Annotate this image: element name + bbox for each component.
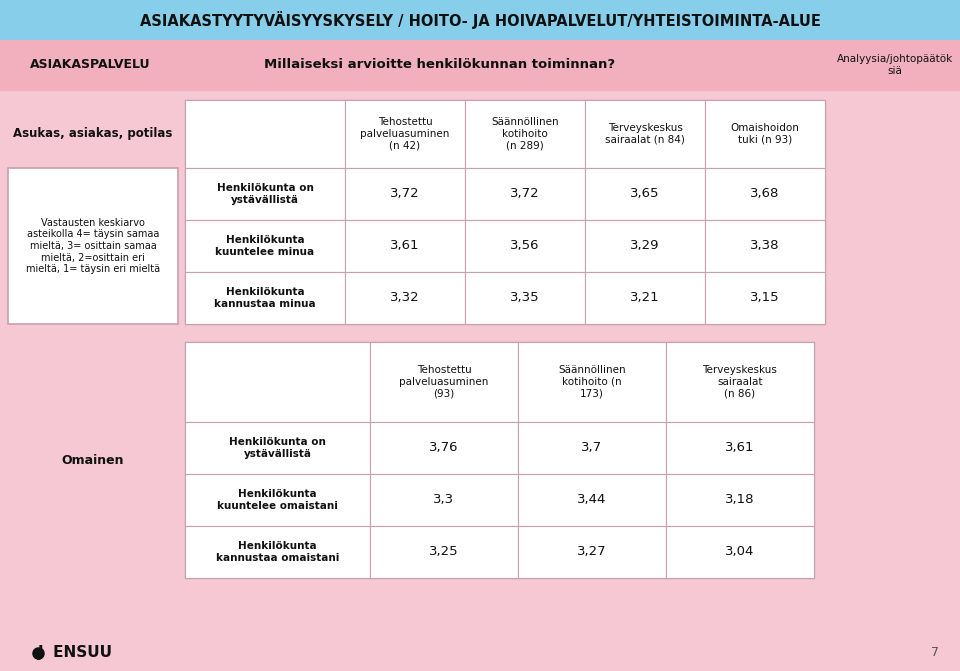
Text: Omainen: Omainen — [61, 454, 124, 466]
FancyBboxPatch shape — [185, 474, 370, 526]
Text: Asukas, asiakas, potilas: Asukas, asiakas, potilas — [12, 127, 172, 140]
FancyBboxPatch shape — [705, 100, 825, 168]
Text: Henkilökunta
kannustaa minua: Henkilökunta kannustaa minua — [214, 287, 316, 309]
FancyBboxPatch shape — [185, 422, 370, 474]
Text: Tehostettu
palveluasuminen
(n 42): Tehostettu palveluasuminen (n 42) — [360, 117, 449, 150]
Text: J  ENSUU: J ENSUU — [37, 646, 112, 660]
Text: 3,21: 3,21 — [630, 291, 660, 305]
FancyBboxPatch shape — [345, 168, 465, 220]
Text: 3,61: 3,61 — [391, 240, 420, 252]
Text: 3,61: 3,61 — [725, 442, 755, 454]
FancyBboxPatch shape — [518, 342, 666, 422]
FancyBboxPatch shape — [666, 342, 814, 422]
FancyBboxPatch shape — [370, 422, 518, 474]
FancyBboxPatch shape — [465, 100, 585, 168]
Text: 3,68: 3,68 — [751, 187, 780, 201]
Text: Säännöllinen
kotihoito (n
173): Säännöllinen kotihoito (n 173) — [558, 366, 626, 399]
Text: 3,18: 3,18 — [725, 493, 755, 507]
FancyBboxPatch shape — [518, 474, 666, 526]
FancyBboxPatch shape — [465, 168, 585, 220]
FancyBboxPatch shape — [185, 220, 345, 272]
FancyBboxPatch shape — [8, 168, 178, 324]
Text: 3,27: 3,27 — [577, 546, 607, 558]
FancyBboxPatch shape — [465, 220, 585, 272]
Text: Terveyskeskus
sairaalat
(n 86): Terveyskeskus sairaalat (n 86) — [703, 366, 778, 399]
Text: 3,65: 3,65 — [631, 187, 660, 201]
Text: Henkilökunta on
ystävällistä: Henkilökunta on ystävällistä — [229, 437, 326, 459]
Text: Terveyskeskus
sairaalat (n 84): Terveyskeskus sairaalat (n 84) — [605, 123, 684, 145]
FancyBboxPatch shape — [666, 474, 814, 526]
Text: 3,72: 3,72 — [510, 187, 540, 201]
FancyBboxPatch shape — [585, 168, 705, 220]
FancyBboxPatch shape — [465, 272, 585, 324]
FancyBboxPatch shape — [0, 90, 960, 671]
Text: 3,35: 3,35 — [510, 291, 540, 305]
Text: Millaiseksi arvioitte henkilökunnan toiminnan?: Millaiseksi arvioitte henkilökunnan toim… — [264, 58, 615, 72]
FancyBboxPatch shape — [585, 220, 705, 272]
Text: Henkilökunta
kuuntelee minua: Henkilökunta kuuntelee minua — [215, 236, 315, 257]
FancyBboxPatch shape — [0, 0, 960, 40]
Text: ●: ● — [33, 646, 43, 660]
Text: Henkilökunta
kannustaa omaistani: Henkilökunta kannustaa omaistani — [216, 541, 339, 563]
Text: 3,04: 3,04 — [726, 546, 755, 558]
Text: Vastausten keskiarvo
asteikolla 4= täysin samaa
mieltä, 3= osittain samaa
mieltä: Vastausten keskiarvo asteikolla 4= täysi… — [26, 218, 160, 274]
FancyBboxPatch shape — [185, 526, 370, 578]
FancyBboxPatch shape — [518, 422, 666, 474]
Text: Tehostettu
palveluasuminen
(93): Tehostettu palveluasuminen (93) — [399, 366, 489, 399]
FancyBboxPatch shape — [185, 272, 345, 324]
FancyBboxPatch shape — [666, 422, 814, 474]
FancyBboxPatch shape — [705, 168, 825, 220]
Text: ASIAKASPALVELU: ASIAKASPALVELU — [30, 58, 151, 72]
Text: 3,15: 3,15 — [750, 291, 780, 305]
Text: 3,3: 3,3 — [433, 493, 455, 507]
Text: 3,32: 3,32 — [390, 291, 420, 305]
Text: Omaishoidon
tuki (n 93): Omaishoidon tuki (n 93) — [731, 123, 800, 145]
FancyBboxPatch shape — [585, 272, 705, 324]
Text: 3,56: 3,56 — [511, 240, 540, 252]
Text: Analyysia/johtopäätök
siä: Analyysia/johtopäätök siä — [837, 54, 953, 76]
FancyBboxPatch shape — [518, 526, 666, 578]
FancyBboxPatch shape — [185, 100, 825, 324]
FancyBboxPatch shape — [705, 220, 825, 272]
FancyBboxPatch shape — [345, 272, 465, 324]
Text: 3,29: 3,29 — [631, 240, 660, 252]
FancyBboxPatch shape — [185, 100, 345, 168]
Text: Henkilökunta
kuuntelee omaistani: Henkilökunta kuuntelee omaistani — [217, 489, 338, 511]
FancyBboxPatch shape — [666, 526, 814, 578]
FancyBboxPatch shape — [370, 474, 518, 526]
Text: 3,76: 3,76 — [429, 442, 459, 454]
Text: ASIAKASTYYTYVÄISYYSKYSELY / HOITO- JA HOIVAPALVELUT/YHTEISTOIMINTA-ALUE: ASIAKASTYYTYVÄISYYSKYSELY / HOITO- JA HO… — [139, 11, 821, 29]
FancyBboxPatch shape — [185, 168, 345, 220]
Text: 7: 7 — [931, 646, 939, 660]
Text: 3,72: 3,72 — [390, 187, 420, 201]
Text: 3,44: 3,44 — [577, 493, 607, 507]
FancyBboxPatch shape — [585, 100, 705, 168]
FancyBboxPatch shape — [345, 100, 465, 168]
FancyBboxPatch shape — [0, 40, 960, 90]
Text: 3,7: 3,7 — [582, 442, 603, 454]
Text: Säännöllinen
kotihoito
(n 289): Säännöllinen kotihoito (n 289) — [492, 117, 559, 150]
FancyBboxPatch shape — [705, 272, 825, 324]
FancyBboxPatch shape — [370, 526, 518, 578]
Text: 3,38: 3,38 — [751, 240, 780, 252]
FancyBboxPatch shape — [185, 342, 370, 422]
FancyBboxPatch shape — [185, 342, 814, 578]
Text: 3,25: 3,25 — [429, 546, 459, 558]
FancyBboxPatch shape — [345, 220, 465, 272]
FancyBboxPatch shape — [370, 342, 518, 422]
Text: Henkilökunta on
ystävällistä: Henkilökunta on ystävällistä — [217, 183, 313, 205]
